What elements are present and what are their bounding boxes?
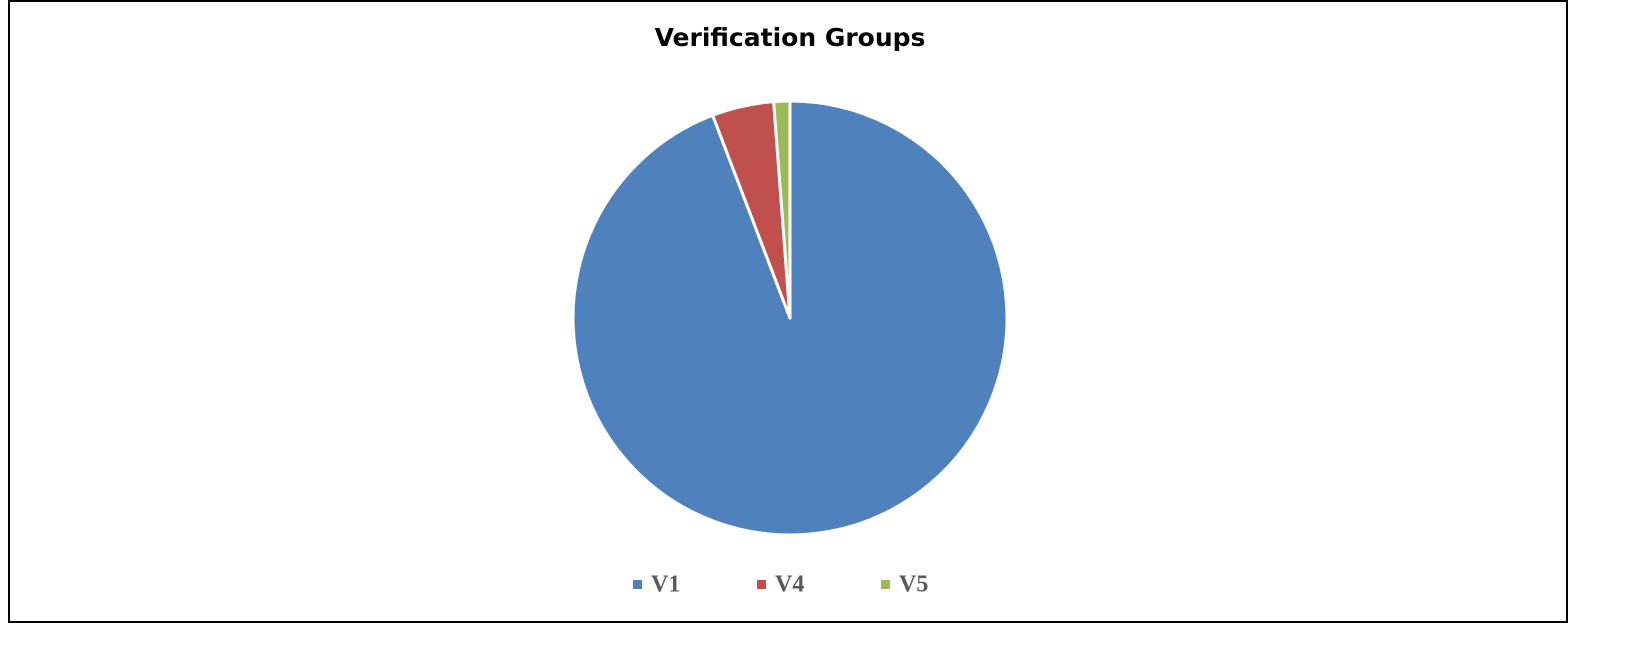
- chart-title: Verification Groups: [655, 23, 926, 52]
- legend-swatch: [633, 580, 642, 589]
- legend-label: V5: [899, 572, 928, 598]
- legend-swatch: [757, 580, 766, 589]
- legend-label: V1: [651, 572, 680, 598]
- legend-swatch: [881, 580, 890, 589]
- pie-slice: [772, 99, 792, 320]
- legend-label: V4: [775, 572, 804, 598]
